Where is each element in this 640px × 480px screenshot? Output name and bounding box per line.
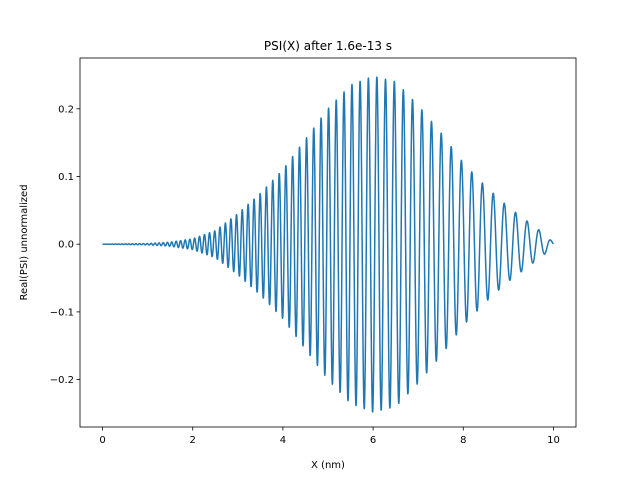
chart-title: PSI(X) after 1.6e-13 s — [264, 39, 392, 53]
y-axis-label: Real(PSI) unnormalized — [19, 184, 30, 300]
x-axis-label: X (nm) — [311, 460, 345, 471]
y-tick-label: −0.2 — [50, 375, 74, 386]
x-axis: 0 2 4 6 8 10 — [99, 427, 560, 446]
y-axis: −0.2 −0.1 0.0 0.1 0.2 — [50, 104, 80, 386]
y-tick-label: 0.1 — [58, 172, 74, 183]
x-tick-label: 2 — [190, 435, 196, 446]
x-tick-label: 4 — [280, 435, 286, 446]
series-line-psi — [101, 76, 555, 413]
plot-frame — [79, 57, 577, 428]
y-tick-label: 0.0 — [58, 240, 74, 251]
x-tick-label: 0 — [99, 435, 105, 446]
y-tick-label: −0.1 — [50, 307, 74, 318]
x-tick-label: 10 — [547, 435, 560, 446]
y-tick-label: 0.2 — [58, 104, 74, 115]
x-tick-label: 6 — [370, 435, 376, 446]
x-tick-label: 8 — [460, 435, 466, 446]
